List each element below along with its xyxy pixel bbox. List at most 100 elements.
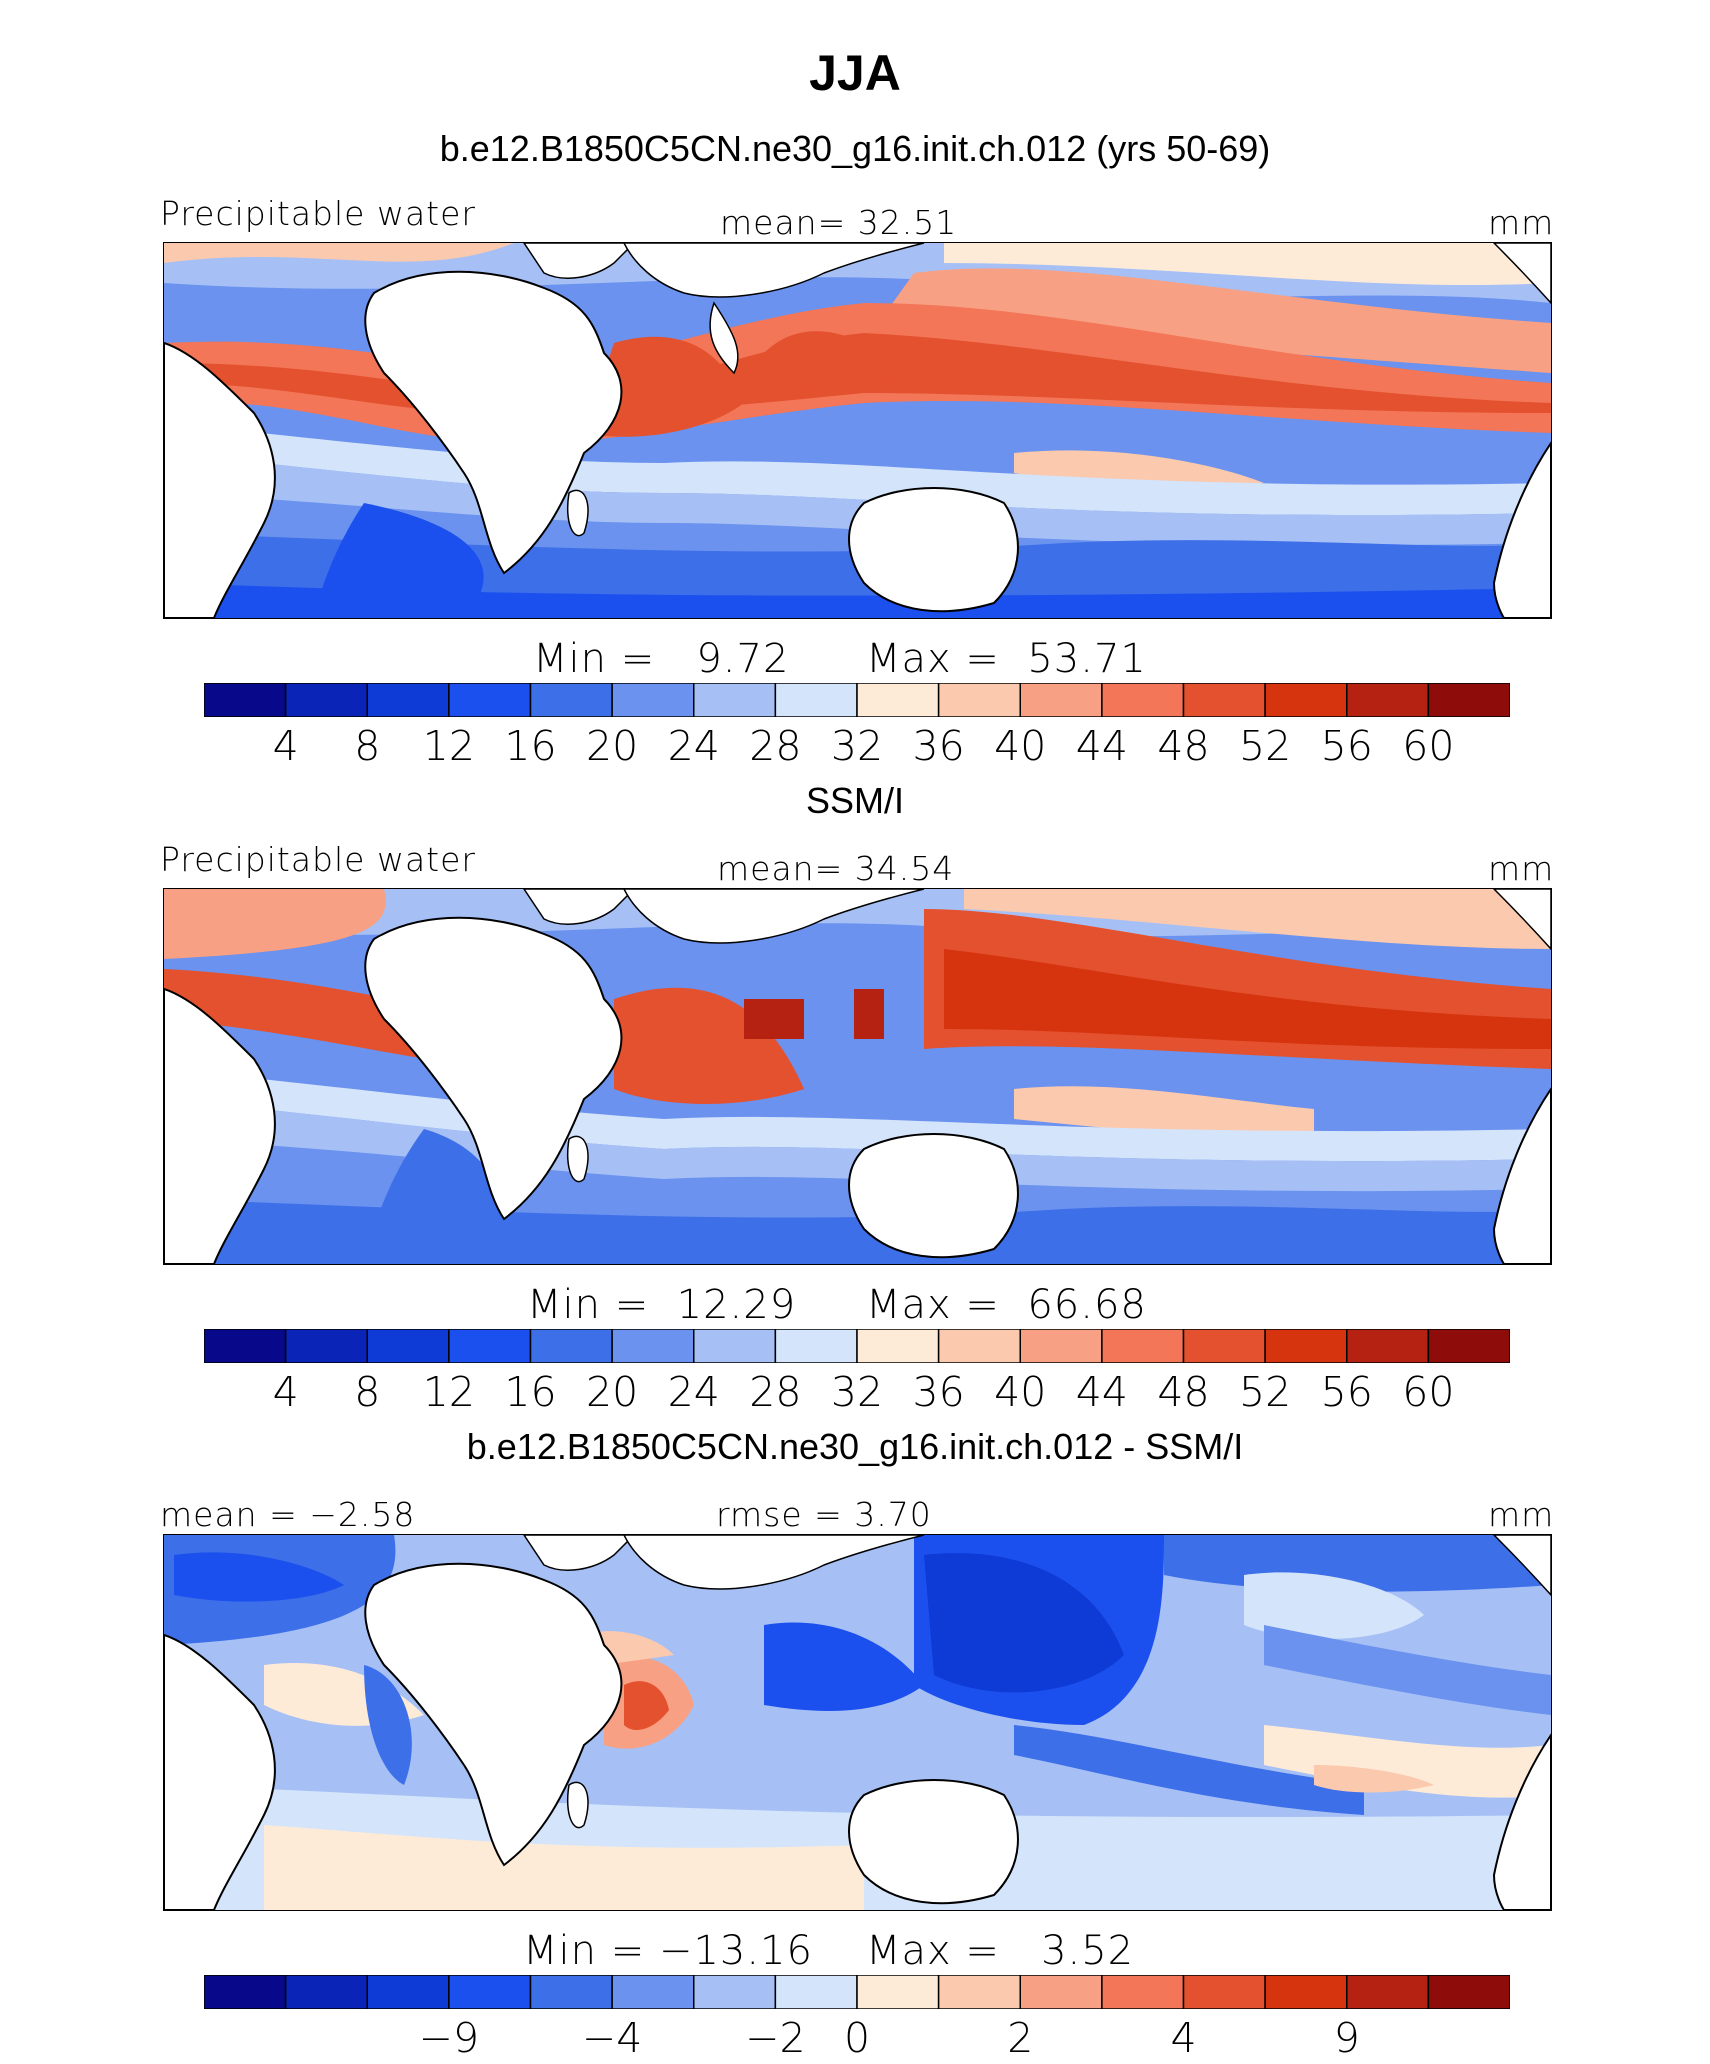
colorbar-tick: 36 — [912, 1368, 965, 1416]
colorbar-tick: 60 — [1402, 1368, 1455, 1416]
panel2-units-label: mm — [1488, 849, 1555, 888]
panel3-colorbar-ticks: −9 −4 −2 0 2 4 9 — [0, 2014, 1710, 2064]
colorbar-box-0-15 — [1427, 683, 1510, 717]
colorbar-box-1-2 — [366, 1329, 450, 1363]
colorbar-tick: 56 — [1320, 1368, 1373, 1416]
colorbar-tick: 40 — [994, 722, 1047, 770]
colorbar-box-0-7 — [774, 683, 858, 717]
colorbar-tick: 8 — [354, 722, 381, 770]
colorbar-tick: 56 — [1320, 722, 1373, 770]
colorbar-tick: 44 — [1075, 1368, 1128, 1416]
colorbar-tick: 24 — [667, 722, 720, 770]
colorbar-box-1-0 — [204, 1329, 287, 1363]
panel3-units-label: mm — [1488, 1495, 1555, 1534]
colorbar-tick: 52 — [1239, 722, 1292, 770]
colorbar-tick: −2 — [745, 2014, 806, 2062]
colorbar-tick: 48 — [1157, 722, 1210, 770]
panel2-map-svg — [164, 889, 1551, 1264]
colorbar-box-2-0 — [204, 1975, 287, 2009]
colorbar-tick: 8 — [354, 1368, 381, 1416]
colorbar-box-2-6 — [693, 1975, 777, 2009]
panel3-map — [163, 1534, 1552, 1911]
colorbar-box-1-15 — [1427, 1329, 1510, 1363]
colorbar-box-1-8 — [856, 1329, 940, 1363]
panel3-title: b.e12.B1850C5CN.ne30_g16.init.ch.012 - S… — [466, 1426, 1244, 1467]
colorbar-tick: 12 — [422, 1368, 475, 1416]
panel1-max-label: Max = 53.71 — [866, 636, 1147, 682]
colorbar-tick: 20 — [586, 1368, 639, 1416]
colorbar-box-0-5 — [611, 683, 695, 717]
colorbar-box-2-15 — [1427, 1975, 1510, 2009]
panel1-title: b.e12.B1850C5CN.ne30_g16.init.ch.012 (yr… — [439, 128, 1271, 169]
colorbar-box-0-13 — [1264, 683, 1348, 717]
colorbar-box-2-2 — [366, 1975, 450, 2009]
colorbar-box-1-6 — [693, 1329, 777, 1363]
colorbar-tick: 4 — [1170, 2014, 1197, 2062]
panel2-title: SSM/I — [805, 780, 904, 821]
colorbar-tick: 32 — [830, 1368, 884, 1416]
panel2-variable-label: Precipitable water — [160, 840, 476, 879]
panel1-units-label: mm — [1488, 203, 1555, 242]
colorbar-box-2-9 — [937, 1975, 1021, 2009]
colorbar-tick: 48 — [1157, 1368, 1210, 1416]
colorbar-box-0-2 — [366, 683, 450, 717]
colorbar-tick: 20 — [586, 722, 639, 770]
colorbar-box-2-14 — [1346, 1975, 1430, 2009]
colorbar-box-0-8 — [856, 683, 940, 717]
colorbar-tick: 32 — [830, 722, 884, 770]
panel1-map — [163, 242, 1552, 619]
colorbar-box-0-14 — [1346, 683, 1430, 717]
panel1-min-label: Min = 9.72 — [533, 636, 790, 682]
colorbar-tick: 4 — [272, 722, 299, 770]
colorbar-box-0-0 — [204, 683, 287, 717]
colorbar-tick: 36 — [912, 722, 965, 770]
colorbar-box-2-13 — [1264, 1975, 1348, 2009]
colorbar-box-0-10 — [1019, 683, 1103, 717]
colorbar-tick: 12 — [422, 722, 475, 770]
panel1-variable-label: Precipitable water — [160, 194, 476, 233]
colorbar-tick: 4 — [272, 1368, 299, 1416]
colorbar-box-1-13 — [1264, 1329, 1348, 1363]
colorbar-box-1-12 — [1182, 1329, 1266, 1363]
colorbar-box-2-3 — [448, 1975, 532, 2009]
panel3-min-label: Min = −13.16 — [523, 1928, 813, 1974]
colorbar-tick: 52 — [1239, 1368, 1292, 1416]
colorbar-box-2-1 — [284, 1975, 368, 2009]
colorbar-box-1-3 — [448, 1329, 532, 1363]
colorbar-tick: −4 — [581, 2014, 643, 2062]
panel2-max-label: Max = 66.68 — [866, 1282, 1147, 1328]
colorbar-box-1-4 — [529, 1329, 613, 1363]
colorbar-box-1-14 — [1346, 1329, 1430, 1363]
colorbar-box-2-11 — [1101, 1975, 1185, 2009]
colorbar-box-0-11 — [1101, 683, 1185, 717]
colorbar-box-2-4 — [529, 1975, 613, 2009]
colorbar-tick: −9 — [418, 2014, 480, 2062]
colorbar-tick: 28 — [749, 722, 802, 770]
colorbar-box-1-1 — [284, 1329, 368, 1363]
panel3-colorbar — [204, 1975, 1510, 2009]
colorbar-box-1-7 — [774, 1329, 858, 1363]
colorbar-box-1-11 — [1101, 1329, 1185, 1363]
season-title: JJA — [809, 45, 901, 101]
panel1-map-svg — [164, 243, 1551, 618]
colorbar-tick: 40 — [994, 1368, 1047, 1416]
colorbar-tick: 60 — [1402, 722, 1455, 770]
colorbar-box-2-7 — [774, 1975, 858, 2009]
colorbar-box-1-10 — [1019, 1329, 1103, 1363]
colorbar-box-0-3 — [448, 683, 532, 717]
colorbar-tick: 16 — [504, 722, 557, 770]
panel2-mean-label: mean= 34.54 — [717, 849, 955, 888]
panel1-mean-label: mean= 32.51 — [720, 203, 958, 242]
colorbar-tick: 2 — [1007, 2014, 1034, 2062]
colorbar-box-1-9 — [937, 1329, 1021, 1363]
colorbar-box-0-9 — [937, 683, 1021, 717]
panel2-colorbar — [204, 1329, 1510, 1363]
panel3-map-svg — [164, 1535, 1551, 1910]
colorbar-box-0-4 — [529, 683, 613, 717]
colorbar-box-2-8 — [856, 1975, 940, 2009]
panel1-colorbar-ticks: 4 8 12 16 20 24 28 32 36 40 44 48 52 56 60 — [0, 722, 1710, 772]
colorbar-tick: 28 — [749, 1368, 802, 1416]
colorbar-box-1-5 — [611, 1329, 695, 1363]
panel3-max-label: Max = 3.52 — [866, 1928, 1135, 1974]
